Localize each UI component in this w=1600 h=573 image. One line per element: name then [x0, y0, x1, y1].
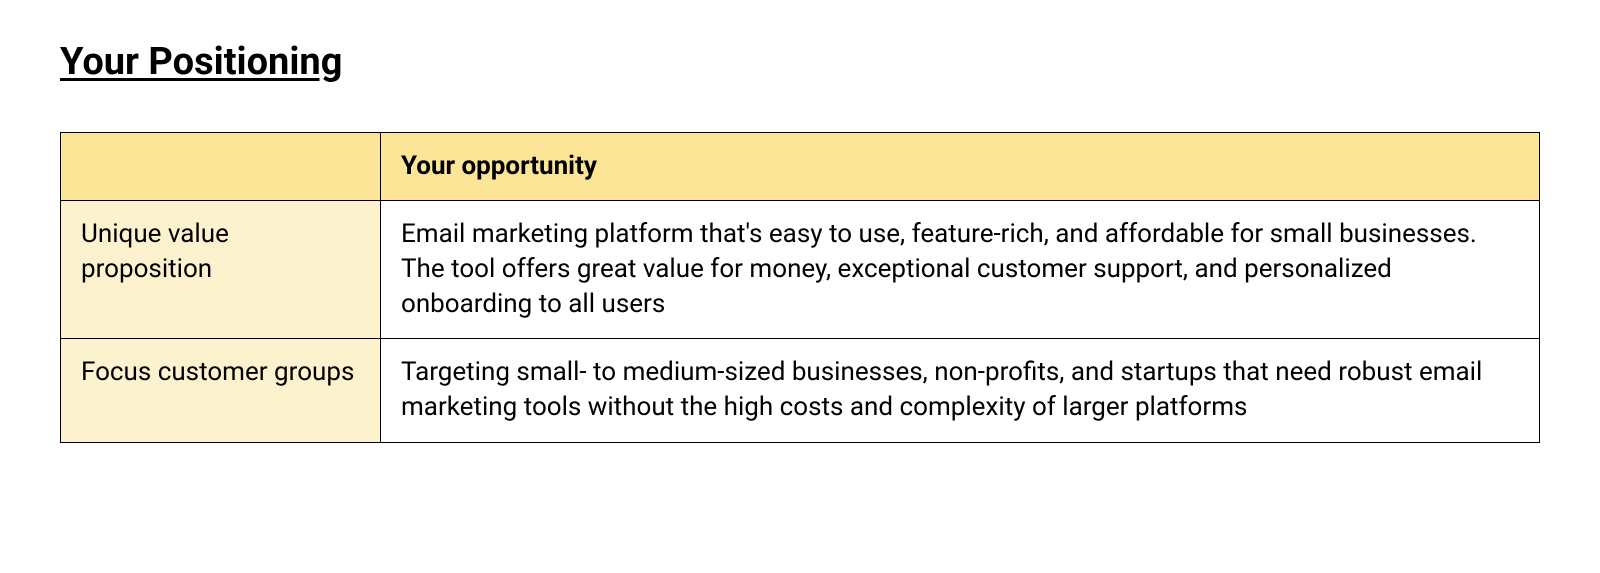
table-row: Focus customer groups Targeting small- t…	[61, 339, 1540, 442]
table-header-opportunity: Your opportunity	[381, 133, 1540, 201]
row-label-focus-groups: Focus customer groups	[61, 339, 381, 442]
row-label-uvp: Unique value proposition	[61, 201, 381, 339]
page-heading: Your Positioning	[60, 40, 1540, 84]
table-row: Unique value proposition Email marketing…	[61, 201, 1540, 339]
row-value-focus-groups: Targeting small- to medium-sized busines…	[381, 339, 1540, 442]
row-value-uvp: Email marketing platform that's easy to …	[381, 201, 1540, 339]
table-header-row: Your opportunity	[61, 133, 1540, 201]
positioning-table: Your opportunity Unique value propositio…	[60, 132, 1540, 443]
table-header-blank	[61, 133, 381, 201]
